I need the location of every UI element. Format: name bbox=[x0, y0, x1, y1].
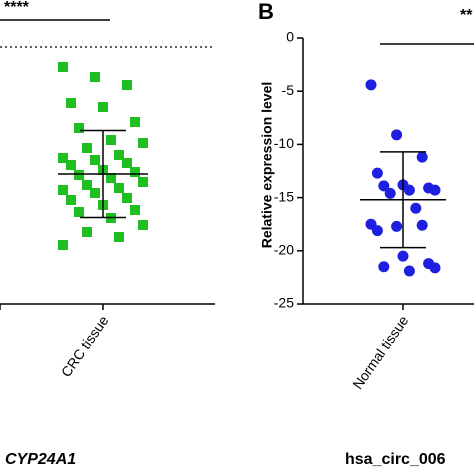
data-point bbox=[74, 207, 84, 217]
significance-label: ** bbox=[460, 7, 473, 24]
data-point bbox=[58, 62, 68, 72]
data-point bbox=[391, 129, 403, 141]
data-point bbox=[114, 150, 124, 160]
y-axis-label: Relative expression level bbox=[259, 82, 275, 249]
data-point bbox=[90, 188, 100, 198]
data-point bbox=[384, 187, 396, 199]
significance-label: **** bbox=[4, 0, 30, 16]
data-point bbox=[130, 117, 140, 127]
x-tick-label: Normal tissue bbox=[349, 313, 411, 392]
data-point bbox=[410, 202, 422, 214]
data-point bbox=[98, 102, 108, 112]
panel-title: hsa_circ_006 bbox=[345, 451, 446, 468]
data-point bbox=[82, 227, 92, 237]
data-point bbox=[74, 123, 84, 133]
data-point bbox=[66, 98, 76, 108]
data-point bbox=[403, 265, 415, 277]
y-tick-label: 0 bbox=[286, 29, 294, 45]
y-tick-label: -10 bbox=[274, 135, 294, 151]
y-tick-label: -25 bbox=[274, 295, 294, 311]
data-point bbox=[138, 138, 148, 148]
y-tick-label: -15 bbox=[274, 188, 294, 204]
y-tick-label: -20 bbox=[274, 242, 294, 258]
data-point bbox=[365, 79, 377, 91]
data-point bbox=[114, 232, 124, 242]
data-point bbox=[429, 262, 441, 274]
data-point bbox=[416, 219, 428, 231]
data-point bbox=[122, 80, 132, 90]
data-point bbox=[130, 167, 140, 177]
data-point bbox=[371, 225, 383, 237]
data-point bbox=[371, 167, 383, 179]
data-point bbox=[416, 151, 428, 163]
data-point bbox=[58, 185, 68, 195]
data-point bbox=[66, 195, 76, 205]
data-point bbox=[82, 143, 92, 153]
data-point bbox=[66, 160, 76, 170]
data-point bbox=[130, 205, 140, 215]
y-tick-label: -5 bbox=[282, 82, 295, 98]
data-point bbox=[82, 180, 92, 190]
data-point bbox=[58, 240, 68, 250]
data-point bbox=[122, 193, 132, 203]
data-point bbox=[429, 184, 441, 196]
data-point bbox=[403, 184, 415, 196]
x-tick-label: CRC tissue bbox=[58, 312, 112, 379]
data-point bbox=[378, 261, 390, 273]
data-point bbox=[90, 72, 100, 82]
data-point bbox=[58, 153, 68, 163]
data-point bbox=[122, 158, 132, 168]
panel-label: B bbox=[258, 0, 274, 24]
data-point bbox=[114, 183, 124, 193]
data-point bbox=[90, 155, 100, 165]
data-point bbox=[378, 180, 390, 192]
data-point bbox=[74, 170, 84, 180]
data-point bbox=[391, 220, 403, 232]
data-point bbox=[138, 220, 148, 230]
data-point bbox=[397, 250, 409, 262]
data-point bbox=[106, 173, 116, 183]
data-point bbox=[106, 135, 116, 145]
data-point bbox=[138, 177, 148, 187]
panel-title: CYP24A1 bbox=[5, 451, 76, 468]
